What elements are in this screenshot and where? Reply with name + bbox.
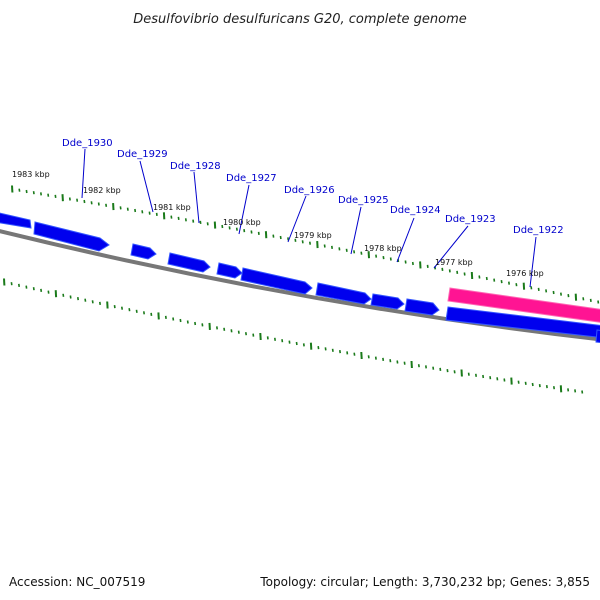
gene-label[interactable]: Dde_1923 [445,214,496,225]
gene-arrow-dde1923[interactable] [404,298,440,316]
map-title: Desulfovibrio desulfuricans G20, complet… [133,12,467,27]
kbp-labels: 1983 kbp 1982 kbp 1981 kbp 1980 kbp 1979… [12,170,544,278]
kbp-label: 1979 kbp [294,231,332,240]
kbp-label: 1977 kbp [435,258,473,267]
gene-arrow-dde1925[interactable] [315,282,372,305]
gene-arrow-dde1922-highlight[interactable] [447,287,600,323]
genome-backbone [0,229,600,342]
gene-label[interactable]: Dde_1924 [390,205,441,216]
gene-arrow[interactable] [595,329,600,343]
leader-lines [81,148,537,288]
kbp-label: 1982 kbp [83,186,121,195]
gene-arrow-dde1926[interactable] [240,267,313,295]
gene-arrow-dde1928[interactable] [167,252,211,273]
gene-label[interactable]: Dde_1929 [117,149,168,160]
kbp-label: 1980 kbp [223,218,261,227]
gene-arrow-dde1929[interactable] [130,243,157,260]
inner-tick-row [3,278,584,394]
kbp-label: 1981 kbp [153,203,191,212]
gene-arrow-dde1927[interactable] [216,262,243,279]
kbp-label: 1983 kbp [12,170,50,179]
gene-label[interactable]: Dde_1928 [170,161,221,172]
gene-arrow-dde1924[interactable] [370,293,405,310]
kbp-label: 1976 kbp [506,269,544,278]
gene-label[interactable]: Dde_1926 [284,185,335,196]
accession-text: Accession: NC_007519 [9,575,145,589]
kbp-label: 1978 kbp [364,244,402,253]
gene-track [0,212,600,343]
gene-arrow[interactable] [0,212,32,229]
gene-label[interactable]: Dde_1930 [62,138,113,149]
gene-label[interactable]: Dde_1922 [513,225,564,236]
gene-arrow-dde1922[interactable] [445,306,600,338]
gene-arrow-dde1930[interactable] [33,221,110,252]
gene-label[interactable]: Dde_1927 [226,173,277,184]
outer-tick-row [11,185,600,304]
summary-text: Topology: circular; Length: 3,730,232 bp… [259,575,590,589]
gene-label[interactable]: Dde_1925 [338,195,389,206]
gene-labels: Dde_1930 Dde_1929 Dde_1928 Dde_1927 Dde_… [62,138,564,236]
